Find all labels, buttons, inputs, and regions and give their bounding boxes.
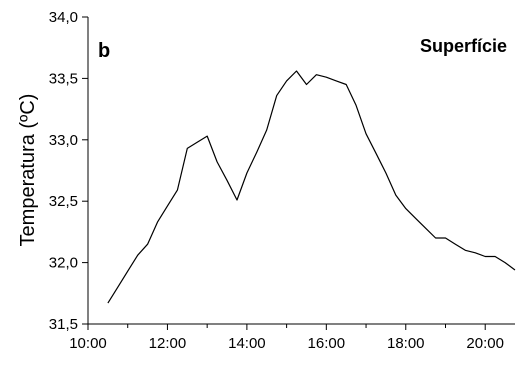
y-tick-label: 32,0 [49,255,78,272]
x-tick-label: 14:00 [228,335,266,352]
y-tick-label: 33,0 [49,132,78,149]
text-layer: b Superfície Temperatura (ºC) [17,36,507,246]
y-tick-label: 32,5 [49,193,78,210]
y-axis-label: Temperatura (ºC) [17,94,39,247]
surface-annotation: Superfície [420,36,507,56]
ticks-layer: 31,5 32,0 32,5 33,0 33,5 34,0 10:00 12:00 14:00 1… [49,9,504,352]
x-tick-label: 20:00 [466,335,504,352]
temperature-series-line [107,70,516,304]
x-tick-label: 16:00 [308,335,346,352]
panel-letter: b [98,40,110,62]
axes-layer [87,17,515,325]
y-tick-label: 34,0 [49,9,78,26]
x-tick-label: 10:00 [69,335,107,352]
x-tick-label: 18:00 [387,335,425,352]
series-layer [107,70,516,304]
x-tick-label: 12:00 [149,335,187,352]
y-tick-label: 31,5 [49,316,78,333]
y-tick-label: 33,5 [49,70,78,87]
